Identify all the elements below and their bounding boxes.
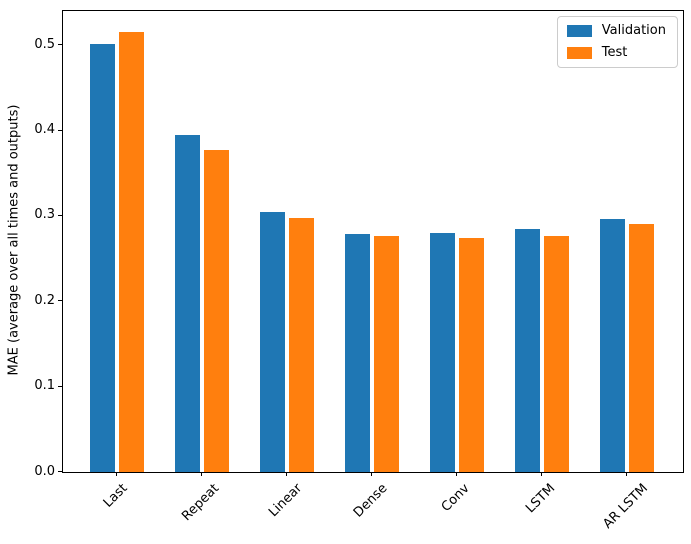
bar-test-last <box>118 32 145 472</box>
y-tick-mark <box>58 214 62 216</box>
bar-validation-lstm <box>514 228 541 472</box>
y-tick-mark <box>58 129 62 131</box>
x-tick-mark <box>286 472 287 476</box>
y-tick-mark <box>58 471 62 472</box>
legend: Validation Test <box>556 16 678 68</box>
y-tick-label: 0.4 <box>34 122 55 137</box>
bar-test-ar-lstm <box>628 223 655 472</box>
y-tick-label: 0.3 <box>34 207 55 223</box>
bar-test-linear <box>288 217 315 472</box>
bar-validation-ar-lstm <box>599 218 626 472</box>
bar-test-repeat <box>203 150 230 472</box>
x-tick-label-dense: Dense <box>350 480 391 521</box>
y-tick-mark <box>58 385 62 387</box>
bar-test-lstm <box>543 236 570 472</box>
legend-item-test: Test <box>566 45 668 60</box>
y-tick-label: 0.0 <box>34 463 55 479</box>
bar-validation-repeat <box>174 134 201 472</box>
x-tick-label-linear: Linear <box>266 480 306 521</box>
legend-item-validation: Validation <box>566 23 668 38</box>
bar-validation-dense <box>344 233 371 472</box>
x-tick-mark <box>116 472 117 476</box>
plot-area: Validation Test <box>62 10 684 473</box>
x-tick-label-ar-lstm: AR LSTM <box>600 481 652 532</box>
y-tick-mark <box>58 44 62 46</box>
y-tick-label: 0.5 <box>34 36 55 52</box>
x-tick-mark <box>456 472 457 476</box>
legend-swatch-test <box>566 46 592 59</box>
x-tick-label-last: Last <box>100 480 131 511</box>
y-tick-label: 0.2 <box>34 292 55 308</box>
legend-label-test: Test <box>601 45 628 60</box>
y-tick-mark <box>58 300 62 302</box>
x-tick-label-conv: Conv <box>438 480 473 515</box>
bar-test-dense <box>373 236 400 472</box>
y-axis-label: MAE (average over all times and outputs) <box>6 104 22 376</box>
x-tick-mark <box>541 472 542 476</box>
y-tick-label: 0.1 <box>34 378 55 394</box>
bar-test-conv <box>458 238 485 472</box>
bar-validation-conv <box>429 233 456 472</box>
legend-swatch-validation <box>566 24 592 37</box>
x-tick-label-lstm: LSTM <box>523 481 559 517</box>
x-tick-mark <box>626 472 627 476</box>
bar-validation-last <box>89 44 116 472</box>
x-tick-label-repeat: Repeat <box>179 481 223 525</box>
x-tick-mark <box>201 472 202 476</box>
legend-label-validation: Validation <box>601 23 666 38</box>
x-tick-mark <box>371 472 372 476</box>
bar-validation-linear <box>259 211 286 472</box>
